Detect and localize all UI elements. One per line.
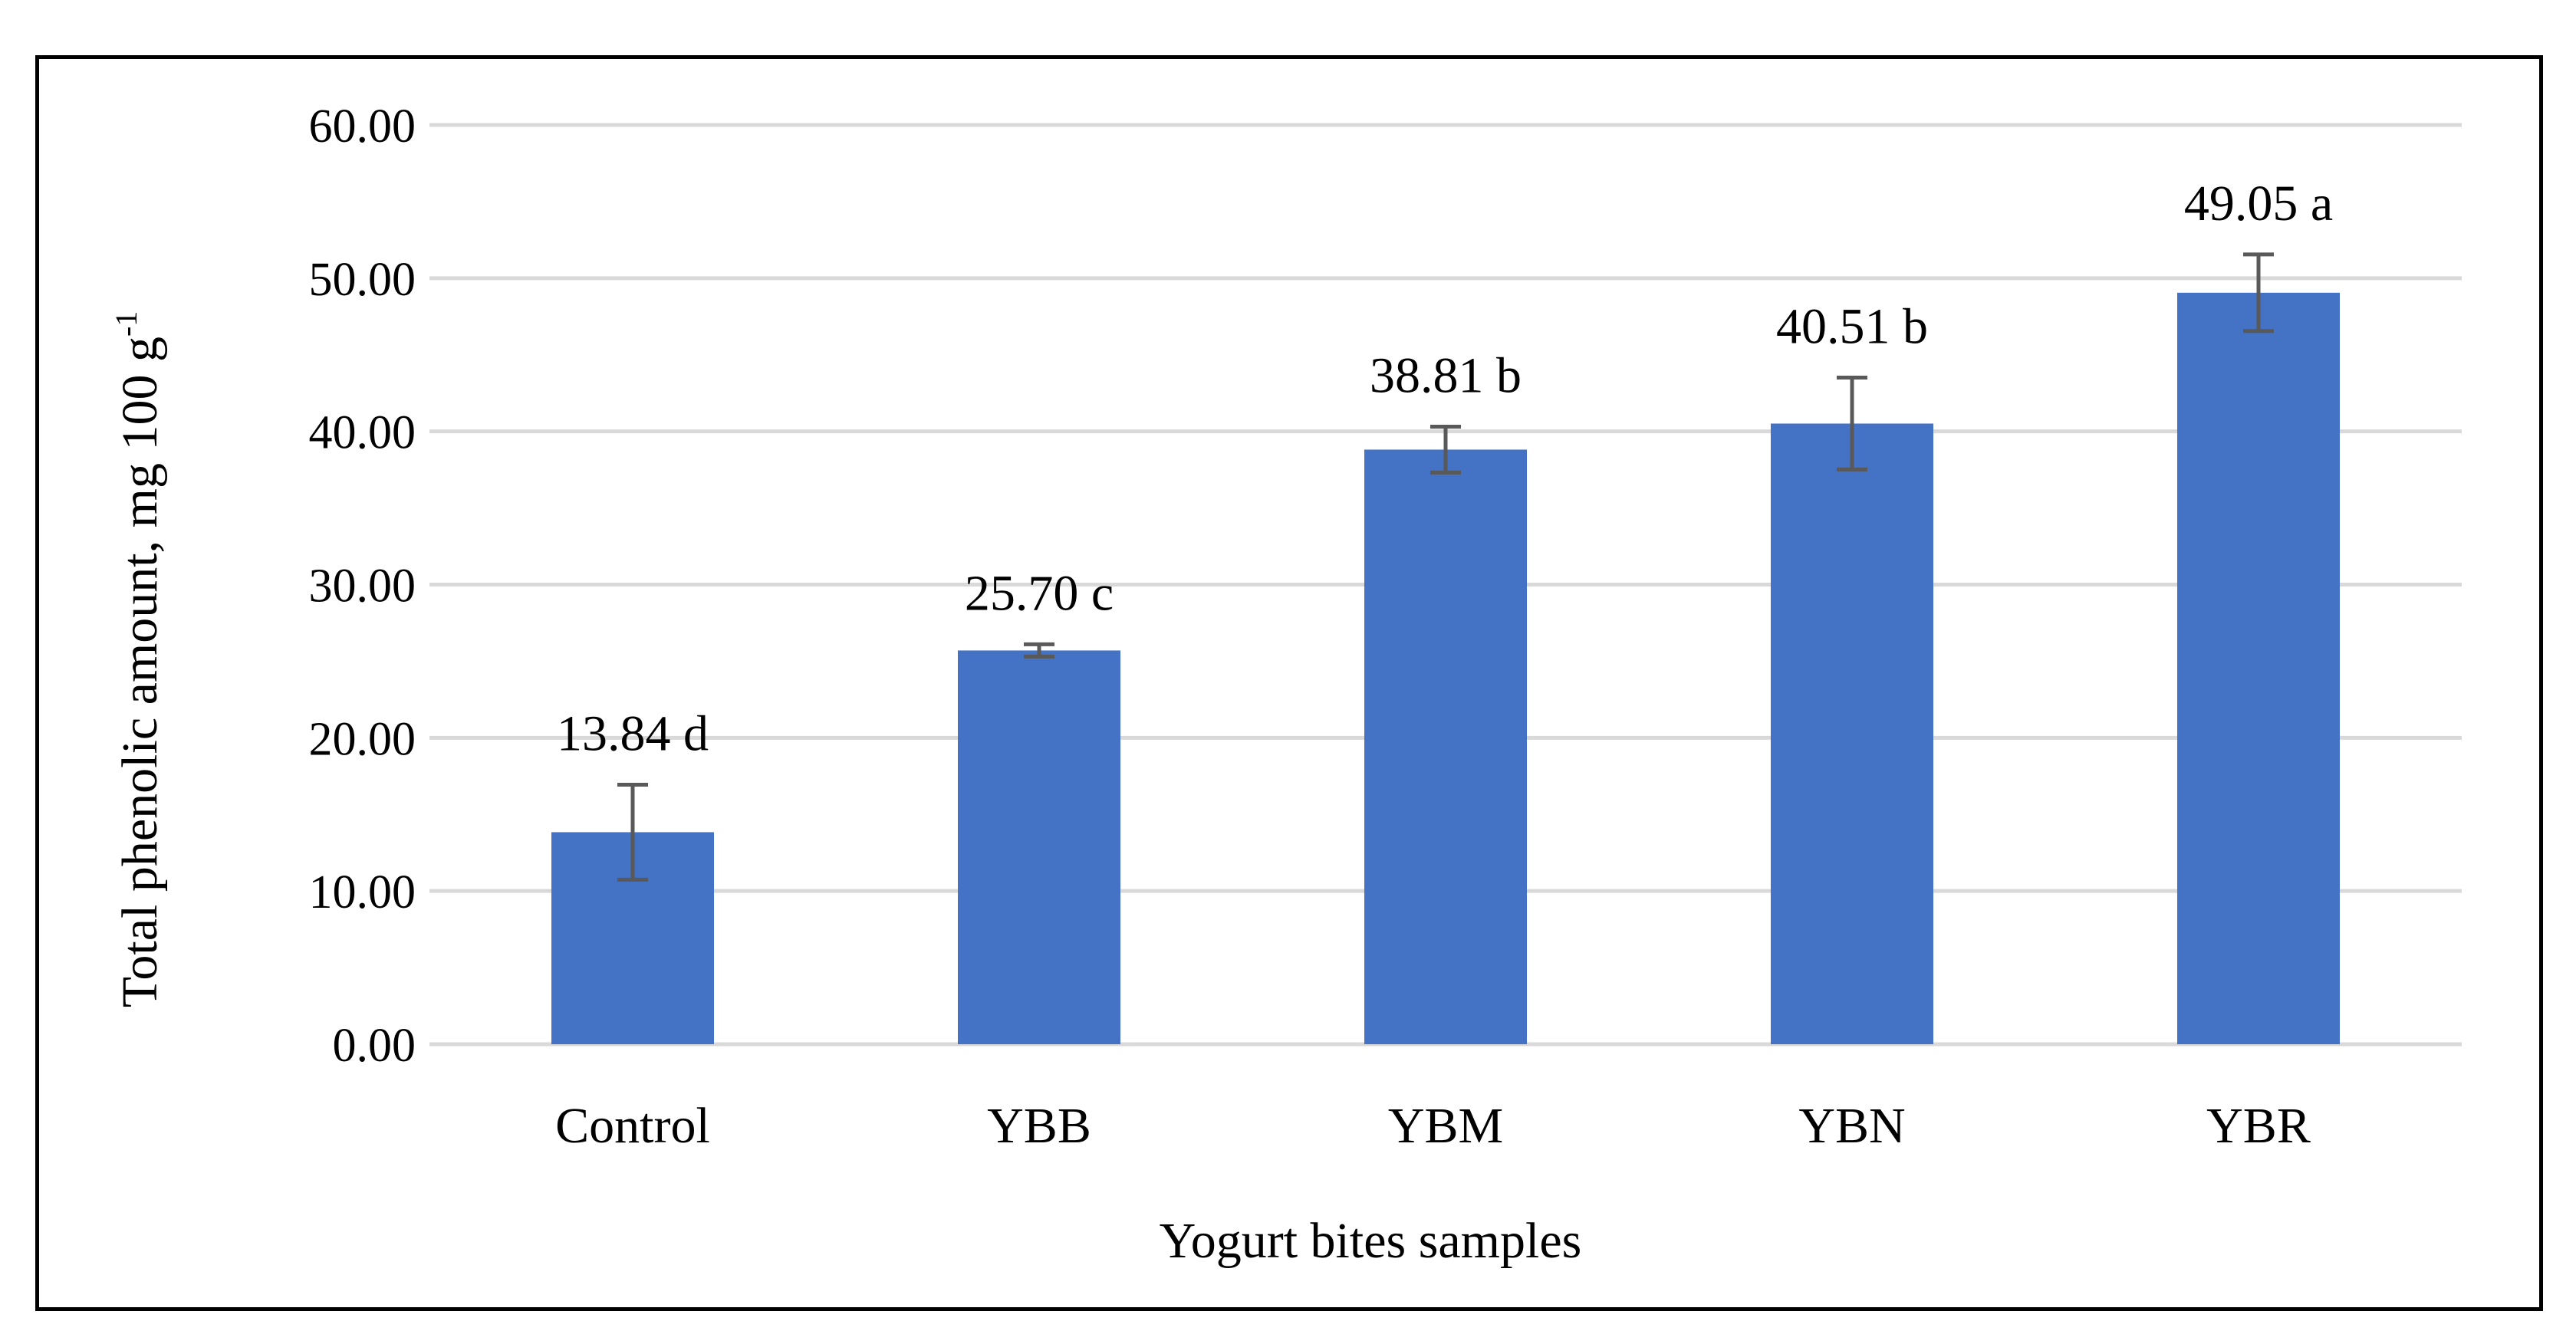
error-bar — [1024, 642, 1054, 659]
data-labels: 13.84 d 25.70 c 38.81 b 40.51 b 49.05 a — [557, 176, 2333, 762]
y-tick-label: 40.00 — [309, 407, 416, 459]
bars — [551, 292, 2340, 1044]
bar — [2177, 292, 2340, 1044]
bar — [958, 650, 1120, 1044]
data-label: 25.70 c — [965, 565, 1114, 621]
data-label: 49.05 a — [2184, 176, 2333, 232]
x-tick-label: YBM — [1388, 1098, 1503, 1154]
error-bar — [2243, 252, 2274, 334]
error-bar — [1837, 376, 1867, 472]
x-tick-label: YBB — [987, 1098, 1091, 1154]
y-tick-label: 60.00 — [309, 100, 416, 153]
x-tick-label: YBR — [2206, 1098, 2311, 1154]
y-axis-title-superscript: -1 — [109, 311, 143, 337]
y-axis-ticks: 0.00 10.00 20.00 30.00 40.00 50.00 60.00 — [309, 100, 416, 1072]
x-tick-label: Control — [555, 1098, 710, 1154]
x-axis-title: Yogurt bites samples — [1160, 1213, 1582, 1269]
bar — [1364, 449, 1527, 1044]
y-axis-title-main: Total phenolic amount, mg 100 g — [112, 337, 168, 1007]
data-label: 40.51 b — [1776, 299, 1928, 355]
y-tick-label: 20.00 — [309, 713, 416, 765]
y-tick-label: 10.00 — [309, 866, 416, 918]
y-tick-label: 30.00 — [309, 560, 416, 613]
x-axis-ticks: Control YBB YBM YBN YBR — [555, 1098, 2311, 1154]
error-bar — [1430, 424, 1461, 475]
data-label: 38.81 b — [1370, 347, 1522, 403]
data-label: 13.84 d — [557, 705, 709, 761]
x-tick-label: YBN — [1798, 1098, 1905, 1154]
y-axis-title: Total phenolic amount, mg 100 g-1 — [109, 311, 168, 1008]
error-bars — [617, 252, 2274, 882]
chart-frame — [35, 55, 2543, 1311]
error-bar — [617, 782, 648, 882]
bar — [1771, 423, 1933, 1044]
y-tick-label: 50.00 — [309, 254, 416, 306]
y-tick-label: 0.00 — [333, 1020, 416, 1072]
